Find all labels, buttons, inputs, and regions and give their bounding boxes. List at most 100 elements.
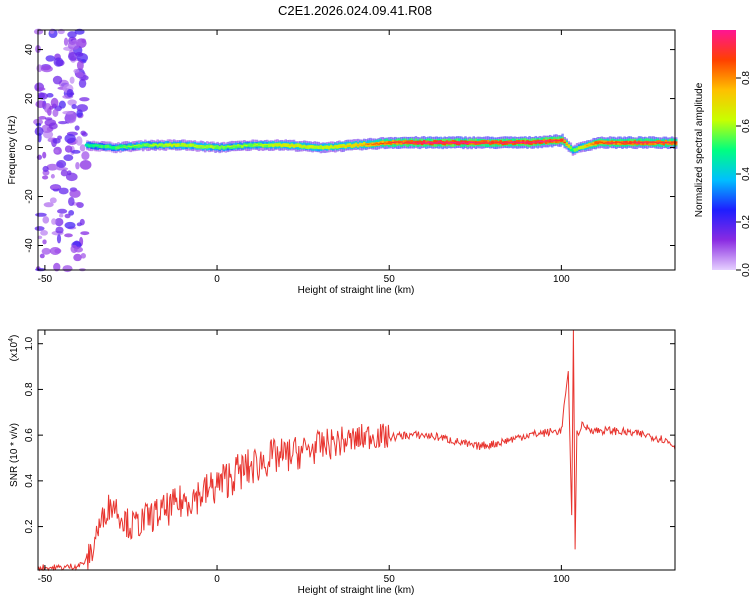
ridge-segment — [410, 142, 414, 144]
ridge-segment — [451, 142, 455, 144]
ridge-segment — [208, 146, 211, 148]
ridge-segment — [329, 146, 333, 148]
noise-blob — [49, 197, 57, 204]
ridge-segment — [185, 145, 188, 147]
ridge-segment — [210, 146, 213, 148]
noise-blob — [67, 99, 77, 106]
ridge-segment — [445, 141, 449, 143]
noise-region — [33, 28, 92, 273]
noise-blob — [54, 248, 62, 254]
ridge-segment — [265, 143, 269, 148]
figure-title: C2E1.2026.024.09.41.R08 — [278, 3, 432, 18]
noise-blob — [79, 144, 86, 152]
noise-blob — [74, 125, 80, 131]
ridge-segment — [449, 141, 453, 143]
ridge-segment — [237, 143, 240, 148]
ridge-segment — [340, 146, 343, 148]
ridge-segment — [358, 143, 362, 146]
ridge-point — [559, 138, 563, 142]
ridge-segment — [544, 140, 548, 145]
ridge-segment — [662, 141, 666, 146]
x-tick-label: -50 — [38, 574, 53, 585]
noise-blob — [39, 253, 45, 259]
y-tick-label: 0 — [24, 144, 35, 150]
ridge-segment — [650, 141, 653, 146]
noise-blob — [68, 196, 75, 207]
ridge-segment — [400, 141, 403, 143]
ridge-segment — [664, 139, 668, 144]
ridge-segment — [489, 141, 492, 146]
ridge-segment — [162, 143, 166, 148]
noise-blob — [64, 133, 76, 144]
ridge-segment — [542, 141, 546, 143]
noise-blob — [66, 88, 74, 98]
ridge-segment — [257, 142, 261, 147]
ridge-segment — [656, 142, 659, 144]
noise-blob — [76, 60, 84, 71]
noise-blob — [42, 175, 49, 180]
ridge-point — [353, 143, 357, 147]
ridge-segment — [476, 141, 480, 144]
ridge-segment — [334, 144, 337, 149]
ridge-point — [594, 141, 598, 145]
ridge-segment — [615, 141, 618, 143]
ridge-segment — [623, 141, 626, 145]
ridge-point — [525, 141, 529, 145]
spectrogram-x-label: Height of straight line (km) — [298, 285, 415, 296]
ridge-segment — [447, 142, 451, 144]
ridge-segment — [125, 145, 128, 150]
ridge-point — [490, 141, 495, 145]
noise-blob — [78, 78, 87, 88]
ridge-segment — [261, 144, 265, 148]
ridge-segment — [480, 140, 484, 145]
ridge-segment — [325, 145, 329, 148]
noise-blob — [35, 212, 47, 217]
ridge-segment — [278, 142, 281, 147]
y-tick-label: 0.8 — [24, 382, 35, 396]
ridge-segment — [639, 141, 643, 146]
ridge-segment — [648, 141, 651, 146]
ridge-segment — [119, 144, 122, 149]
noise-blob — [64, 113, 77, 124]
noise-blob — [35, 100, 46, 109]
ridge-segment — [129, 146, 133, 148]
ridge-segment — [418, 140, 422, 145]
ridge-segment — [179, 145, 182, 147]
ridge-segment — [170, 144, 174, 146]
ridge-segment — [660, 141, 664, 143]
ridge-point — [284, 143, 288, 147]
ridge-segment — [226, 145, 230, 148]
ridge-segment — [334, 145, 337, 147]
ridge-segment — [96, 145, 100, 147]
ridge-segment — [108, 146, 112, 148]
ridge-segment — [569, 145, 573, 150]
ridge-segment — [515, 141, 519, 144]
noise-blob — [58, 187, 69, 195]
ridge-segment — [639, 141, 643, 144]
ridge-point — [628, 141, 632, 145]
ridge-segment — [511, 141, 515, 143]
ridge-segment — [265, 143, 269, 145]
ridge-segment — [474, 142, 478, 144]
noise-blob — [42, 165, 49, 172]
noise-blob — [35, 87, 46, 91]
ridge-segment — [232, 145, 236, 148]
ridge-segment — [286, 144, 290, 147]
ridge-segment — [261, 144, 265, 146]
ridge-segment — [408, 142, 411, 144]
ridge-segment — [123, 146, 126, 149]
ridge-segment — [588, 144, 591, 146]
ridge-segment — [507, 142, 511, 144]
snr-series-line — [37, 329, 676, 572]
ridge-point — [570, 148, 574, 152]
ridge-segment — [199, 145, 203, 149]
ridge-segment — [540, 140, 544, 143]
noise-blob — [76, 201, 81, 207]
ridge-segment — [396, 140, 399, 145]
y-tick-label: 0.4 — [24, 473, 35, 487]
ridge-segment — [460, 140, 463, 145]
ridge-point — [318, 145, 322, 150]
noise-blob — [48, 122, 58, 130]
ridge-segment — [530, 142, 533, 144]
ridge-segment — [193, 143, 197, 148]
